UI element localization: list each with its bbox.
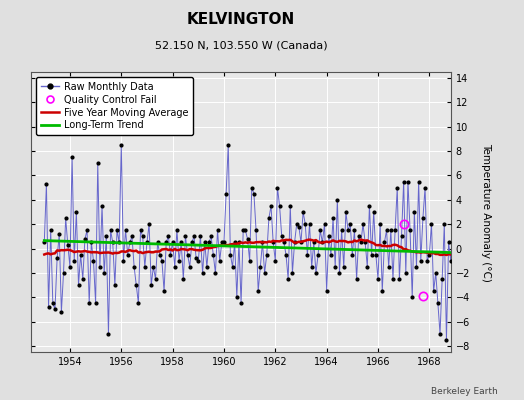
Text: KELVINGTON: KELVINGTON — [187, 12, 295, 27]
Text: 52.150 N, 103.550 W (Canada): 52.150 N, 103.550 W (Canada) — [155, 40, 328, 50]
Y-axis label: Temperature Anomaly (°C): Temperature Anomaly (°C) — [481, 142, 491, 282]
Text: Berkeley Earth: Berkeley Earth — [431, 387, 498, 396]
Legend: Raw Monthly Data, Quality Control Fail, Five Year Moving Average, Long-Term Tren: Raw Monthly Data, Quality Control Fail, … — [36, 77, 193, 135]
